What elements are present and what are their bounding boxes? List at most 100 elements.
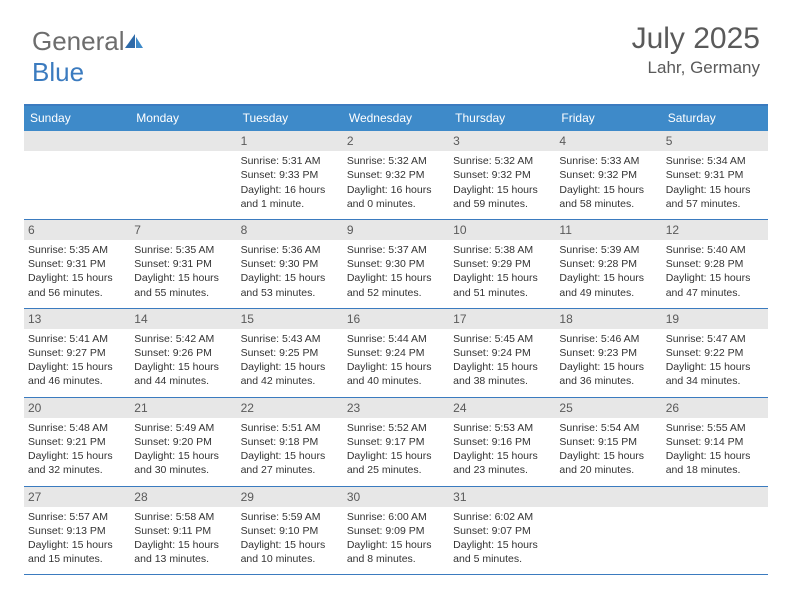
sunrise-line: Sunrise: 5:54 AM bbox=[559, 421, 657, 435]
day-number: 11 bbox=[555, 220, 661, 240]
sunrise-line: Sunrise: 6:00 AM bbox=[347, 510, 445, 524]
day-number: 14 bbox=[130, 309, 236, 329]
day-cell: 6Sunrise: 5:35 AMSunset: 9:31 PMDaylight… bbox=[24, 220, 130, 309]
daylight-line: Daylight: 15 hours and 23 minutes. bbox=[453, 449, 551, 477]
day-cell: 16Sunrise: 5:44 AMSunset: 9:24 PMDayligh… bbox=[343, 309, 449, 398]
day-cell: 7Sunrise: 5:35 AMSunset: 9:31 PMDaylight… bbox=[130, 220, 236, 309]
daylight-line: Daylight: 16 hours and 1 minute. bbox=[241, 183, 339, 211]
day-header: Monday bbox=[130, 106, 236, 131]
sunrise-line: Sunrise: 5:46 AM bbox=[559, 332, 657, 346]
daylight-line: Daylight: 15 hours and 18 minutes. bbox=[666, 449, 764, 477]
sunset-line: Sunset: 9:27 PM bbox=[28, 346, 126, 360]
sunrise-line: Sunrise: 5:43 AM bbox=[241, 332, 339, 346]
day-number: 28 bbox=[130, 487, 236, 507]
daylight-line: Daylight: 15 hours and 27 minutes. bbox=[241, 449, 339, 477]
day-number: 12 bbox=[662, 220, 768, 240]
day-cell: 1Sunrise: 5:31 AMSunset: 9:33 PMDaylight… bbox=[237, 131, 343, 220]
day-cell: 5Sunrise: 5:34 AMSunset: 9:31 PMDaylight… bbox=[662, 131, 768, 220]
day-cell: 21Sunrise: 5:49 AMSunset: 9:20 PMDayligh… bbox=[130, 398, 236, 487]
daylight-line: Daylight: 15 hours and 15 minutes. bbox=[28, 538, 126, 566]
sunset-line: Sunset: 9:21 PM bbox=[28, 435, 126, 449]
day-cell: 27Sunrise: 5:57 AMSunset: 9:13 PMDayligh… bbox=[24, 487, 130, 576]
sunset-line: Sunset: 9:17 PM bbox=[347, 435, 445, 449]
daylight-line: Daylight: 16 hours and 0 minutes. bbox=[347, 183, 445, 211]
sunrise-line: Sunrise: 5:42 AM bbox=[134, 332, 232, 346]
daylight-line: Daylight: 15 hours and 55 minutes. bbox=[134, 271, 232, 299]
sunrise-line: Sunrise: 5:39 AM bbox=[559, 243, 657, 257]
day-number: 5 bbox=[662, 131, 768, 151]
sunset-line: Sunset: 9:24 PM bbox=[453, 346, 551, 360]
day-number: 17 bbox=[449, 309, 555, 329]
calendar-grid: SundayMondayTuesdayWednesdayThursdayFrid… bbox=[24, 104, 768, 575]
daylight-line: Daylight: 15 hours and 58 minutes. bbox=[559, 183, 657, 211]
day-cell: 20 Sunrise: 5:48 AMSunset: 9:21 PMDayligh… bbox=[24, 398, 130, 487]
daylight-line: Daylight: 15 hours and 57 minutes. bbox=[666, 183, 764, 211]
sunrise-line: Sunrise: 5:44 AM bbox=[347, 332, 445, 346]
daylight-line: Daylight: 15 hours and 38 minutes. bbox=[453, 360, 551, 388]
daylight-line: Daylight: 15 hours and 59 minutes. bbox=[453, 183, 551, 211]
day-cell: 18Sunrise: 5:46 AMSunset: 9:23 PMDayligh… bbox=[555, 309, 661, 398]
sunset-line: Sunset: 9:14 PM bbox=[666, 435, 764, 449]
brand-logo: General Blue bbox=[32, 26, 145, 88]
day-cell: 29Sunrise: 5:59 AMSunset: 9:10 PMDayligh… bbox=[237, 487, 343, 576]
day-cell: 3 Sunrise: 5:32 AMSunset: 9:32 PMDaylight… bbox=[449, 131, 555, 220]
daylight-line: Daylight: 15 hours and 32 minutes. bbox=[28, 449, 126, 477]
day-number: 2 bbox=[343, 131, 449, 151]
day-number: 13 bbox=[24, 309, 130, 329]
sunrise-line: Sunrise: 5:33 AM bbox=[559, 154, 657, 168]
daylight-line: Daylight: 15 hours and 52 minutes. bbox=[347, 271, 445, 299]
sunrise-line: Sunrise: 5:36 AM bbox=[241, 243, 339, 257]
sunrise-line: Sunrise: 5:45 AM bbox=[453, 332, 551, 346]
sunrise-line: Sunrise: 5:58 AM bbox=[134, 510, 232, 524]
brand-part1: General bbox=[32, 26, 125, 56]
daylight-line: Daylight: 15 hours and 5 minutes. bbox=[453, 538, 551, 566]
sunrise-line: Sunrise: 6:02 AM bbox=[453, 510, 551, 524]
daylight-line: Daylight: 15 hours and 51 minutes. bbox=[453, 271, 551, 299]
day-cell: 26Sunrise: 5:55 AMSunset: 9:14 PMDayligh… bbox=[662, 398, 768, 487]
day-number: 20 bbox=[24, 398, 130, 418]
day-number: 10 bbox=[449, 220, 555, 240]
sunset-line: Sunset: 9:32 PM bbox=[347, 168, 445, 182]
day-number: 3 bbox=[449, 131, 555, 151]
sunrise-line: Sunrise: 5:35 AM bbox=[28, 243, 126, 257]
day-number: 21 bbox=[130, 398, 236, 418]
sunset-line: Sunset: 9:23 PM bbox=[559, 346, 657, 360]
empty-cell bbox=[24, 131, 130, 220]
day-header: Tuesday bbox=[237, 106, 343, 131]
empty-cell bbox=[555, 487, 661, 576]
sunrise-line: Sunrise: 5:40 AM bbox=[666, 243, 764, 257]
day-cell: 8 Sunrise: 5:36 AMSunset: 9:30 PMDaylight… bbox=[237, 220, 343, 309]
day-cell: 12Sunrise: 5:40 AMSunset: 9:28 PMDayligh… bbox=[662, 220, 768, 309]
daylight-line: Daylight: 15 hours and 34 minutes. bbox=[666, 360, 764, 388]
day-header: Thursday bbox=[449, 106, 555, 131]
sunrise-line: Sunrise: 5:48 AM bbox=[28, 421, 126, 435]
day-header: Saturday bbox=[662, 106, 768, 131]
sunset-line: Sunset: 9:30 PM bbox=[241, 257, 339, 271]
sunrise-line: Sunrise: 5:35 AM bbox=[134, 243, 232, 257]
brand-part2: Blue bbox=[32, 57, 84, 87]
header: July 2025 Lahr, Germany bbox=[632, 22, 760, 78]
day-cell: 14Sunrise: 5:42 AMSunset: 9:26 PMDayligh… bbox=[130, 309, 236, 398]
daylight-line: Daylight: 15 hours and 13 minutes. bbox=[134, 538, 232, 566]
sunset-line: Sunset: 9:28 PM bbox=[559, 257, 657, 271]
daylight-line: Daylight: 15 hours and 30 minutes. bbox=[134, 449, 232, 477]
day-number: 7 bbox=[130, 220, 236, 240]
sunset-line: Sunset: 9:32 PM bbox=[453, 168, 551, 182]
sunrise-line: Sunrise: 5:51 AM bbox=[241, 421, 339, 435]
sunrise-line: Sunrise: 5:38 AM bbox=[453, 243, 551, 257]
day-number: 27 bbox=[24, 487, 130, 507]
sunrise-line: Sunrise: 5:32 AM bbox=[453, 154, 551, 168]
day-header: Friday bbox=[555, 106, 661, 131]
sunrise-line: Sunrise: 5:52 AM bbox=[347, 421, 445, 435]
day-number: 31 bbox=[449, 487, 555, 507]
daylight-line: Daylight: 15 hours and 49 minutes. bbox=[559, 271, 657, 299]
day-cell: 25Sunrise: 5:54 AMSunset: 9:15 PMDayligh… bbox=[555, 398, 661, 487]
day-number: 8 bbox=[237, 220, 343, 240]
day-number: 15 bbox=[237, 309, 343, 329]
daylight-line: Daylight: 15 hours and 53 minutes. bbox=[241, 271, 339, 299]
day-cell: 19Sunrise: 5:47 AMSunset: 9:22 PMDayligh… bbox=[662, 309, 768, 398]
daylight-line: Daylight: 15 hours and 36 minutes. bbox=[559, 360, 657, 388]
sunrise-line: Sunrise: 5:53 AM bbox=[453, 421, 551, 435]
sunset-line: Sunset: 9:31 PM bbox=[28, 257, 126, 271]
daylight-line: Daylight: 15 hours and 56 minutes. bbox=[28, 271, 126, 299]
